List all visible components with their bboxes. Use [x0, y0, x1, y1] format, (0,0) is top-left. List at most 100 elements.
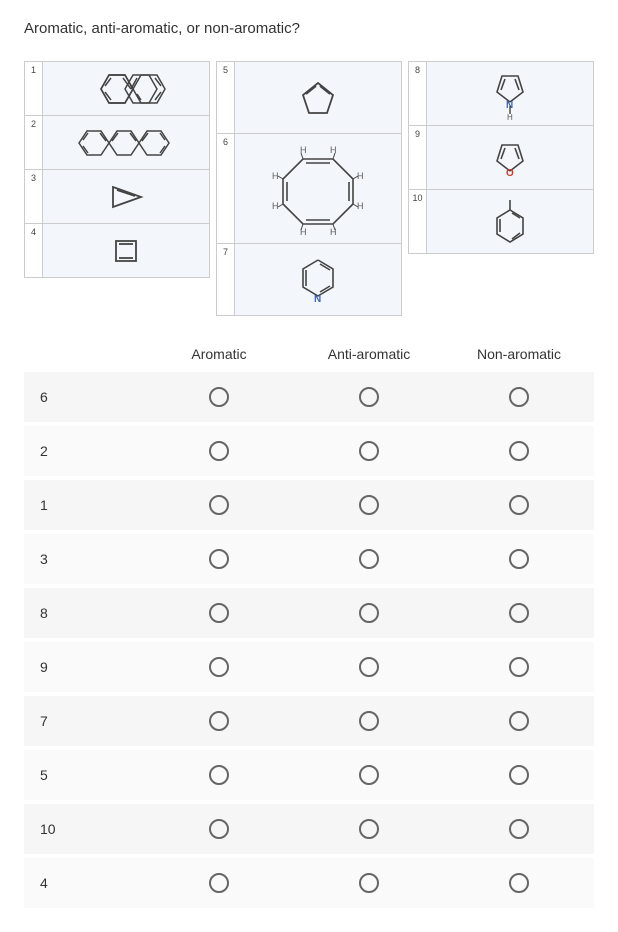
radio-cell[interactable]	[444, 603, 594, 623]
diagram-column-2: 5 6	[216, 61, 402, 316]
structure-pyridine: N	[235, 244, 402, 316]
radio-cell[interactable]	[294, 711, 444, 731]
radio-icon[interactable]	[359, 711, 379, 731]
radio-cell[interactable]	[144, 711, 294, 731]
radio-icon[interactable]	[359, 387, 379, 407]
cell-number: 5	[217, 62, 235, 134]
radio-cell[interactable]	[444, 441, 594, 461]
row-label: 8	[24, 605, 144, 621]
cell-number: 8	[409, 62, 427, 126]
cell-number: 1	[25, 62, 43, 116]
radio-icon[interactable]	[509, 387, 529, 407]
radio-icon[interactable]	[209, 441, 229, 461]
svg-text:H: H	[272, 171, 279, 181]
matrix-header: Aromatic Anti-aromatic Non-aromatic	[24, 346, 594, 362]
cell-number: 2	[25, 116, 43, 170]
radio-cell[interactable]	[294, 495, 444, 515]
radio-cell[interactable]	[294, 441, 444, 461]
cell-number: 10	[409, 190, 427, 254]
matrix-row: 9	[24, 642, 594, 692]
structure-furan: O	[427, 126, 594, 190]
radio-cell[interactable]	[144, 873, 294, 893]
radio-cell[interactable]	[444, 549, 594, 569]
matrix-row: 8	[24, 588, 594, 638]
row-label: 6	[24, 389, 144, 405]
radio-cell[interactable]	[144, 603, 294, 623]
radio-icon[interactable]	[209, 549, 229, 569]
diagram-column-1: 1	[24, 61, 210, 316]
radio-cell[interactable]	[144, 441, 294, 461]
column-header-antiaromatic: Anti-aromatic	[294, 346, 444, 362]
radio-icon[interactable]	[359, 873, 379, 893]
radio-icon[interactable]	[509, 441, 529, 461]
matrix-row: 5	[24, 750, 594, 800]
structure-cyclopentadiene	[235, 62, 402, 134]
matrix-row: 2	[24, 426, 594, 476]
radio-cell[interactable]	[444, 819, 594, 839]
row-label: 5	[24, 767, 144, 783]
matrix-row: 4	[24, 858, 594, 908]
radio-cell[interactable]	[294, 765, 444, 785]
cell-number: 4	[25, 224, 43, 278]
row-label: 3	[24, 551, 144, 567]
radio-cell[interactable]	[444, 495, 594, 515]
radio-icon[interactable]	[509, 549, 529, 569]
radio-icon[interactable]	[509, 603, 529, 623]
radio-icon[interactable]	[359, 495, 379, 515]
cell-number: 7	[217, 244, 235, 316]
radio-cell[interactable]	[444, 765, 594, 785]
radio-icon[interactable]	[359, 549, 379, 569]
radio-icon[interactable]	[509, 873, 529, 893]
question-title: Aromatic, anti-aromatic, or non-aromatic…	[24, 20, 594, 37]
diagram-column-3: 8 N H 9	[408, 61, 594, 316]
radio-cell[interactable]	[294, 819, 444, 839]
radio-icon[interactable]	[359, 603, 379, 623]
radio-cell[interactable]	[144, 765, 294, 785]
radio-cell[interactable]	[144, 657, 294, 677]
radio-cell[interactable]	[444, 657, 594, 677]
row-label: 7	[24, 713, 144, 729]
radio-icon[interactable]	[509, 711, 529, 731]
radio-icon[interactable]	[359, 819, 379, 839]
radio-cell[interactable]	[294, 657, 444, 677]
radio-icon[interactable]	[209, 819, 229, 839]
radio-cell[interactable]	[144, 387, 294, 407]
radio-icon[interactable]	[509, 495, 529, 515]
radio-icon[interactable]	[209, 765, 229, 785]
radio-cell[interactable]	[444, 873, 594, 893]
row-label: 10	[24, 821, 144, 837]
matrix-row: 3	[24, 534, 594, 584]
radio-icon[interactable]	[509, 819, 529, 839]
row-label: 4	[24, 875, 144, 891]
structure-toluene	[427, 190, 594, 254]
svg-text:H: H	[330, 227, 337, 237]
radio-icon[interactable]	[509, 765, 529, 785]
structure-diagrams: 1	[24, 61, 594, 316]
radio-icon[interactable]	[359, 441, 379, 461]
radio-cell[interactable]	[294, 387, 444, 407]
radio-cell[interactable]	[294, 549, 444, 569]
radio-icon[interactable]	[209, 387, 229, 407]
radio-cell[interactable]	[444, 711, 594, 731]
cell-number: 6	[217, 134, 235, 244]
radio-icon[interactable]	[359, 657, 379, 677]
radio-icon[interactable]	[359, 765, 379, 785]
radio-icon[interactable]	[209, 711, 229, 731]
radio-cell[interactable]	[144, 549, 294, 569]
radio-cell[interactable]	[294, 603, 444, 623]
row-label: 1	[24, 497, 144, 513]
radio-cell[interactable]	[144, 495, 294, 515]
cell-number: 3	[25, 170, 43, 224]
radio-cell[interactable]	[294, 873, 444, 893]
radio-icon[interactable]	[209, 603, 229, 623]
row-label: 9	[24, 659, 144, 675]
radio-icon[interactable]	[509, 657, 529, 677]
radio-icon[interactable]	[209, 495, 229, 515]
radio-icon[interactable]	[209, 657, 229, 677]
radio-icon[interactable]	[209, 873, 229, 893]
answer-matrix: Aromatic Anti-aromatic Non-aromatic 6 2 1 3…	[24, 346, 594, 908]
radio-cell[interactable]	[144, 819, 294, 839]
structure-cyclooctatetraene: HH HH HH HH	[235, 134, 402, 244]
cell-number: 9	[409, 126, 427, 190]
radio-cell[interactable]	[444, 387, 594, 407]
